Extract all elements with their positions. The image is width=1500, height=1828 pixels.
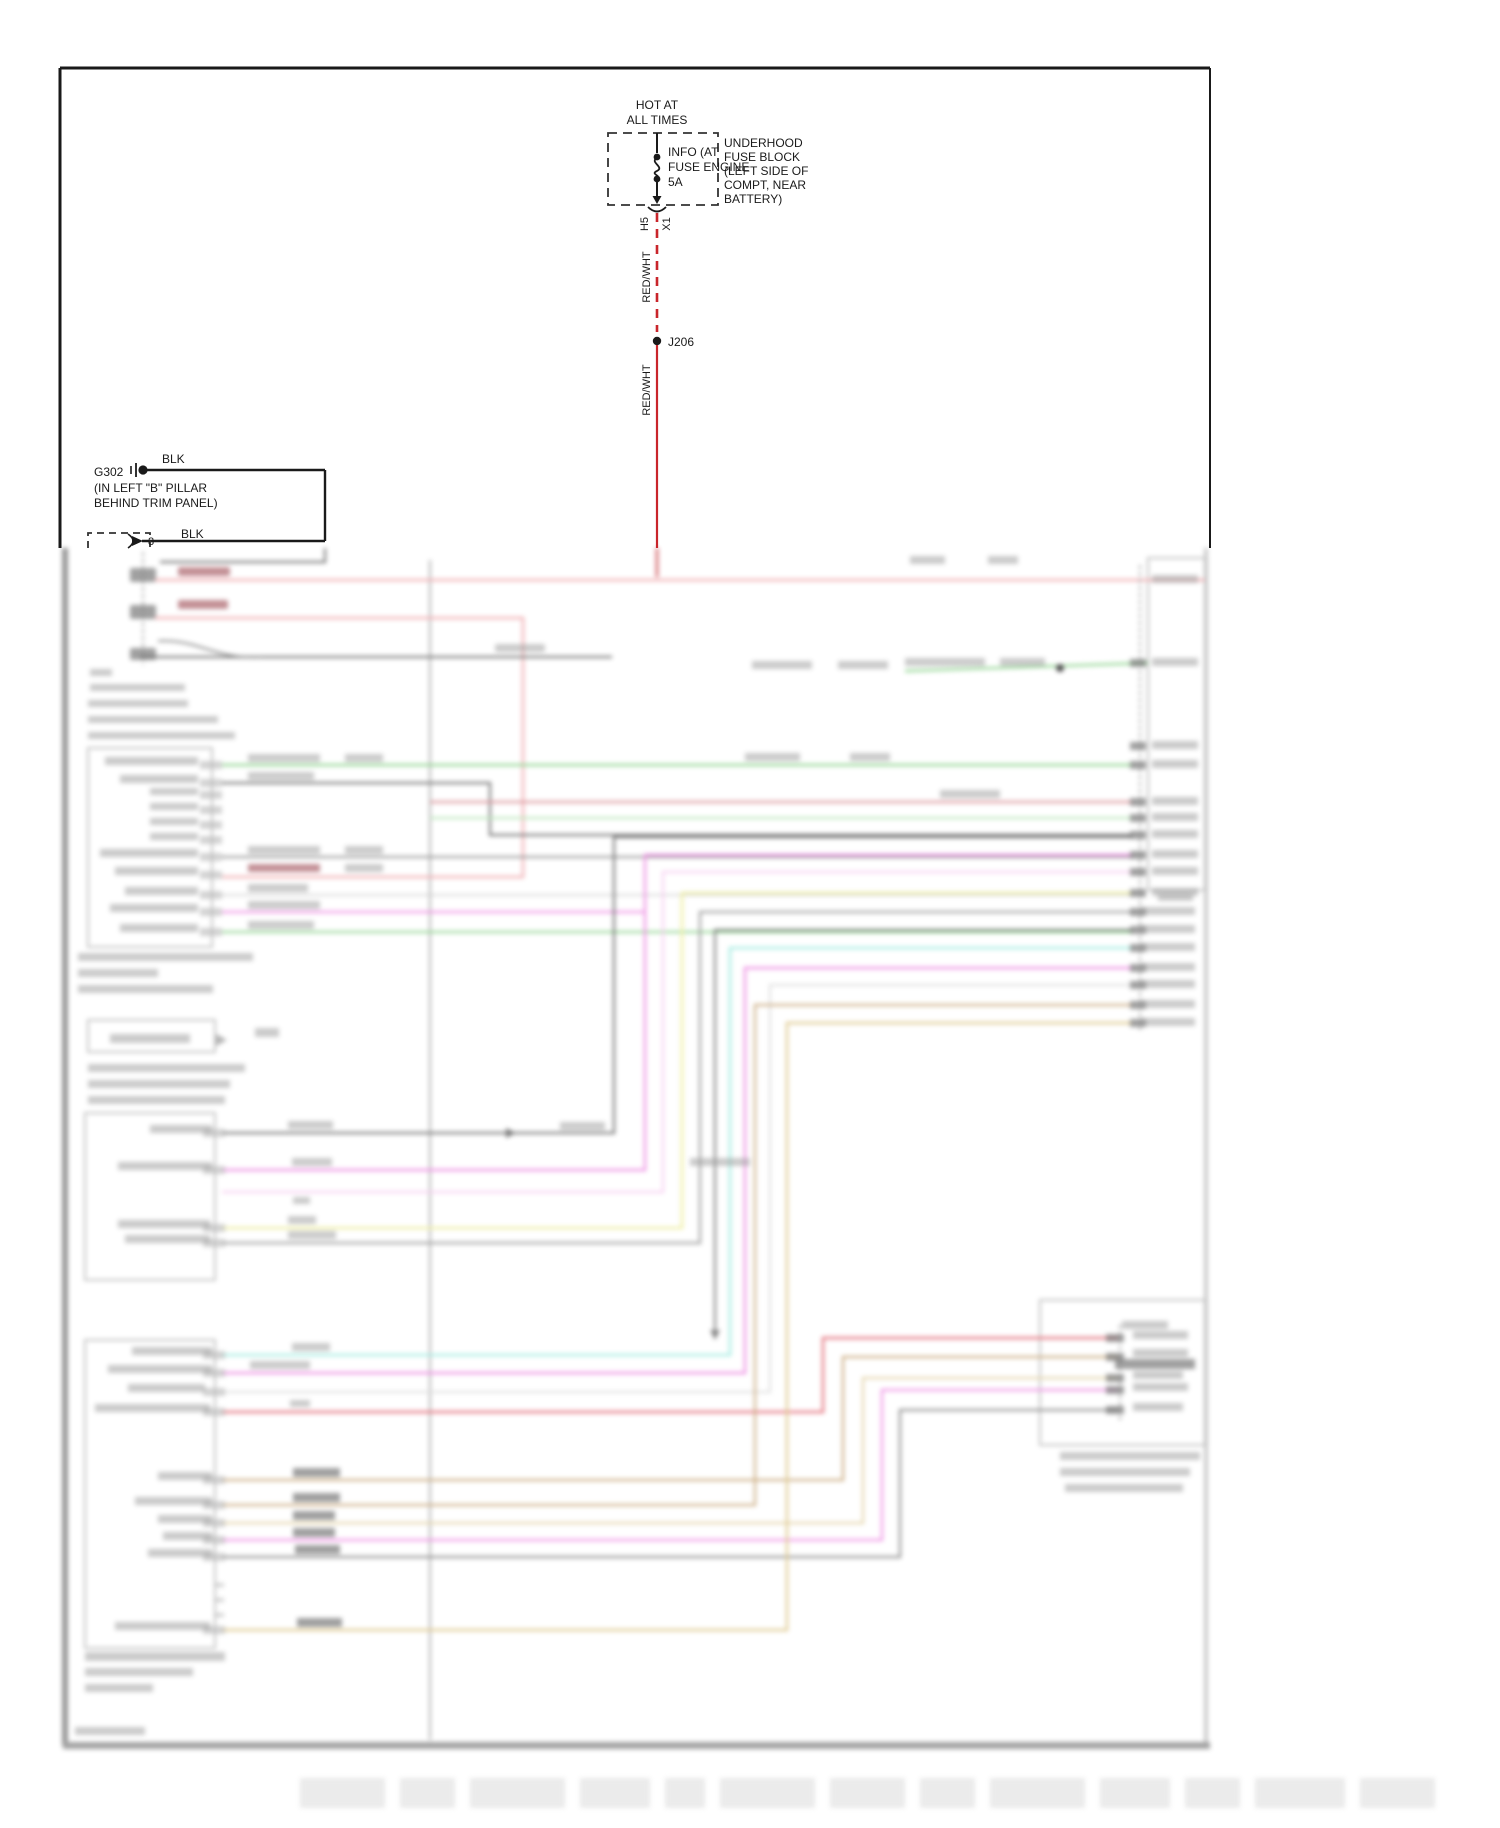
fuse-block-location-line5: BATTERY) bbox=[724, 192, 782, 206]
inline-connector-box bbox=[87, 1019, 216, 1053]
bottom-watermark bbox=[300, 1778, 1435, 1808]
ground-g302: G302 BLK (IN LEFT "B" PILLAR BEHIND TRIM… bbox=[94, 452, 327, 543]
fuse-block-location-line2: FUSE BLOCK bbox=[724, 150, 800, 164]
sharp-diagram-region: HOT AT ALL TIMES INFO (AT FUSE ENGINE 5A… bbox=[58, 66, 1211, 549]
right-connector-blobs bbox=[1106, 659, 1146, 1414]
fuse-symbol bbox=[647, 133, 667, 213]
fuse-block-location-line1: UNDERHOOD bbox=[724, 136, 803, 150]
fuse-name-line2: FUSE ENGINE bbox=[668, 160, 749, 174]
pin8-connector: 8 BLK bbox=[87, 527, 204, 549]
illegible-text-blobs bbox=[75, 556, 1200, 1735]
ground-label: G302 bbox=[94, 465, 124, 479]
fuse-block-location-line4: COMPT, NEAR bbox=[724, 178, 806, 192]
blurred-right-border bbox=[1204, 548, 1208, 1744]
module-box-1 bbox=[87, 747, 213, 948]
fuse-block-location-line3: (LEFT SIDE OF bbox=[724, 164, 808, 178]
hot-at-label: HOT AT bbox=[636, 98, 679, 112]
connector-pin-blob bbox=[130, 568, 156, 582]
arrow-down-icon bbox=[652, 196, 662, 204]
blurred-bottom-border bbox=[63, 1742, 1210, 1749]
wire-harness bbox=[140, 548, 1205, 1632]
fuse-name-line1: INFO (AT bbox=[668, 145, 719, 159]
blk-label-1: BLK bbox=[162, 452, 185, 466]
pin-stubs bbox=[200, 761, 225, 1634]
connector-pin-x1: X1 bbox=[661, 217, 673, 230]
wire-color-label-upper: RED/WHT bbox=[641, 251, 653, 303]
connector-box-outline bbox=[87, 532, 151, 548]
module-box-3 bbox=[84, 1339, 216, 1649]
connector-pin-blob bbox=[130, 605, 156, 619]
connector-pin-h5: H5 bbox=[639, 217, 651, 231]
splice-label: J206 bbox=[668, 335, 694, 349]
all-times-label: ALL TIMES bbox=[627, 113, 688, 127]
blurred-diagram-region bbox=[62, 548, 1435, 1808]
ground-location-line1: (IN LEFT "B" PILLAR bbox=[94, 481, 207, 495]
pin8-label: 8 bbox=[148, 536, 154, 548]
right-module-box-2 bbox=[1039, 1299, 1206, 1446]
fuse-rating: 5A bbox=[668, 175, 683, 189]
connector-socket-icon bbox=[647, 206, 667, 213]
right-module-box-1 bbox=[1147, 557, 1206, 891]
blk-label-2: BLK bbox=[181, 527, 204, 541]
wire-color-label-lower: RED/WHT bbox=[641, 364, 653, 416]
arrow-right-icon bbox=[132, 536, 143, 546]
connector-pin-blob bbox=[130, 648, 156, 660]
splice-dot bbox=[652, 336, 662, 346]
module-box-2 bbox=[84, 1112, 216, 1281]
ground-location-line2: BEHIND TRIM PANEL) bbox=[94, 496, 218, 510]
blurred-left-border bbox=[62, 548, 68, 1746]
